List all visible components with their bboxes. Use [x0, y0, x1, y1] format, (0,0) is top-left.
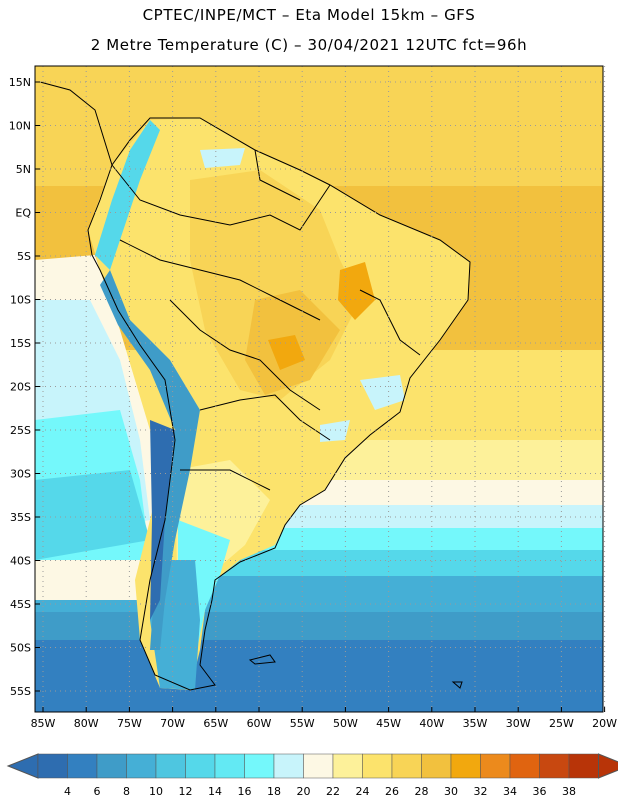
colorbar-tick-label: 26 [385, 785, 399, 798]
lat-label: 30S [10, 468, 31, 481]
colorbar: 4 6 8 10 12 14 16 18 20 22 24 26 28 30 32 34 36 38 [6, 753, 618, 798]
colorbar-swatch [450, 753, 481, 779]
lon-label: 65W [203, 717, 228, 730]
lon-label: 55W [290, 717, 315, 730]
lat-label: 20S [10, 381, 31, 394]
lon-label: 85W [31, 717, 56, 730]
lat-label: 40S [10, 555, 31, 568]
colorbar-tick-label: 32 [474, 785, 488, 798]
colorbar-tick-label: 10 [149, 785, 163, 798]
map-title-line2: 2 Metre Temperature (C) – 30/04/2021 12U… [90, 36, 528, 54]
latitude-labels: 15N 10N 5N EQ 5S 10S 15S 20S 25S 30S 35S 40S 45S 50S 5… [9, 76, 40, 698]
colorbar-swatch [37, 753, 68, 779]
colorbar-swatch [126, 753, 157, 779]
colorbar-swatch [273, 753, 304, 779]
colorbar-tick-label: 38 [562, 785, 576, 798]
colorbar-swatch [185, 753, 216, 779]
colorbar-tick-label: 36 [533, 785, 547, 798]
lon-label: 35W [463, 717, 488, 730]
colorbar-tick-label: 20 [297, 785, 311, 798]
colorbar-tick-label: 34 [503, 785, 517, 798]
colorbar-tick-label: 30 [444, 785, 458, 798]
longitude-labels: 85W 80W 75W 70W 65W 60W 55W 50W 45W 40W 35W 30W 25W 2… [31, 707, 617, 730]
lon-label: 80W [74, 717, 99, 730]
lon-label: 45W [376, 717, 401, 730]
lon-label: 20W [592, 717, 617, 730]
colorbar-tick-label: 4 [64, 785, 71, 798]
colorbar-tick-label: 6 [94, 785, 101, 798]
lat-label: 10N [9, 120, 31, 133]
map-frame [34, 65, 604, 713]
colorbar-tick-label: 22 [326, 785, 340, 798]
colorbar-swatch [362, 753, 393, 779]
temperature-field [35, 66, 603, 712]
colorbar-tick-label: 24 [356, 785, 370, 798]
colorbar-tick-label: 18 [267, 785, 281, 798]
lon-label: 50W [333, 717, 358, 730]
lat-label: 45S [10, 598, 31, 611]
lon-label: 40W [419, 717, 444, 730]
lat-label: 5S [17, 250, 31, 263]
lat-label: 25S [10, 424, 31, 437]
coastline-borders [39, 81, 471, 691]
map-title-line1: CPTEC/INPE/MCT – Eta Model 15km – GFS [142, 6, 476, 24]
lat-label: EQ [15, 207, 31, 220]
lat-label: 10S [10, 294, 31, 307]
colorbar-swatch [244, 753, 275, 779]
lat-label: 55S [10, 685, 31, 698]
lon-label: 25W [549, 717, 574, 730]
colorbar-swatch [332, 753, 363, 779]
colorbar-swatch [391, 753, 422, 779]
colorbar-swatch [96, 753, 127, 779]
lat-label: 5N [16, 163, 31, 176]
lat-label: 35S [10, 511, 31, 524]
colorbar-swatch [214, 753, 245, 779]
colorbar-tick-label: 12 [179, 785, 193, 798]
colorbar-swatch [421, 753, 452, 779]
colorbar-swatch [509, 753, 540, 779]
colorbar-swatch [67, 753, 98, 779]
colorbar-tick-label: 28 [415, 785, 429, 798]
colorbar-tick-label: 8 [123, 785, 130, 798]
colorbar-swatch [539, 753, 570, 779]
colorbar-tick-label: 16 [238, 785, 252, 798]
colorbar-under-arrow [6, 753, 39, 779]
lat-label: 50S [10, 642, 31, 655]
colorbar-swatch [303, 753, 334, 779]
lat-label: 15S [10, 337, 31, 350]
colorbar-swatch [480, 753, 511, 779]
colorbar-swatch [155, 753, 186, 779]
colorbar-tick-label: 14 [208, 785, 222, 798]
lon-label: 60W [247, 717, 272, 730]
lon-label: 75W [117, 717, 142, 730]
lat-label: 15N [9, 76, 31, 89]
colorbar-over-arrow [598, 753, 618, 779]
colorbar-swatch [568, 753, 599, 779]
lon-label: 30W [506, 717, 531, 730]
lon-label: 70W [160, 717, 185, 730]
